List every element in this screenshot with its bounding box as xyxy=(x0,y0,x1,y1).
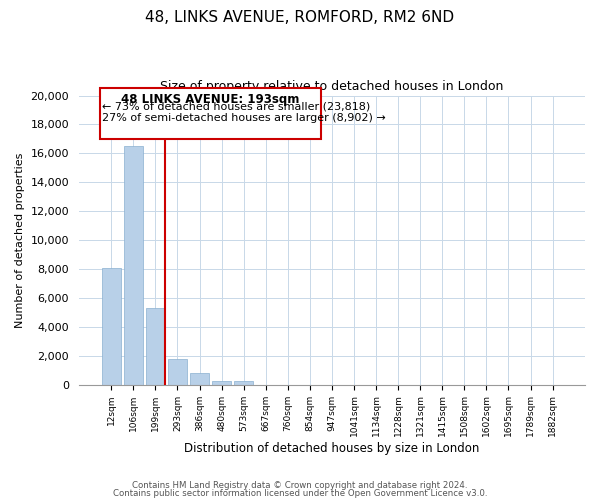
Bar xyxy=(146,308,165,384)
Bar xyxy=(190,373,209,384)
Bar xyxy=(168,360,187,384)
X-axis label: Distribution of detached houses by size in London: Distribution of detached houses by size … xyxy=(184,442,479,455)
Text: 48 LINKS AVENUE: 193sqm: 48 LINKS AVENUE: 193sqm xyxy=(121,92,300,106)
Text: 48, LINKS AVENUE, ROMFORD, RM2 6ND: 48, LINKS AVENUE, ROMFORD, RM2 6ND xyxy=(145,10,455,25)
Text: 27% of semi-detached houses are larger (8,902) →: 27% of semi-detached houses are larger (… xyxy=(103,113,386,123)
Bar xyxy=(100,88,321,139)
Bar xyxy=(124,146,143,384)
Bar xyxy=(212,380,231,384)
Bar xyxy=(235,382,253,384)
Bar xyxy=(102,268,121,384)
Title: Size of property relative to detached houses in London: Size of property relative to detached ho… xyxy=(160,80,503,93)
Text: ← 73% of detached houses are smaller (23,818): ← 73% of detached houses are smaller (23… xyxy=(103,102,371,112)
Text: Contains public sector information licensed under the Open Government Licence v3: Contains public sector information licen… xyxy=(113,488,487,498)
Y-axis label: Number of detached properties: Number of detached properties xyxy=(15,152,25,328)
Text: Contains HM Land Registry data © Crown copyright and database right 2024.: Contains HM Land Registry data © Crown c… xyxy=(132,481,468,490)
